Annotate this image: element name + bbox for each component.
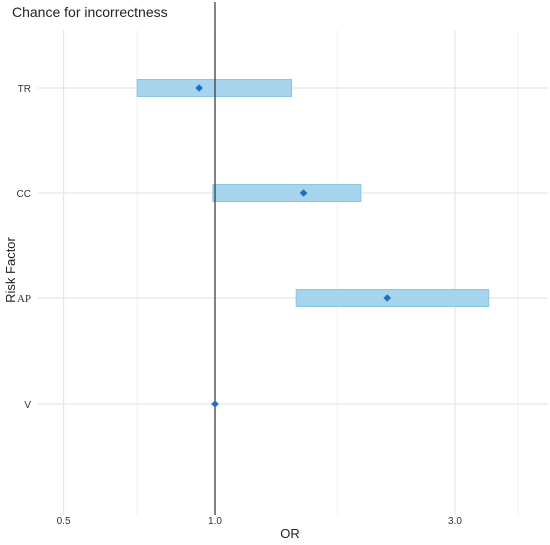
point-estimate-v <box>211 400 219 408</box>
category-labels: TR CC AP V <box>17 84 32 411</box>
point-estimates <box>195 84 392 408</box>
chart-title: Chance for incorrectness <box>12 4 168 20</box>
x-tick-label: 1.0 <box>208 516 222 527</box>
interval-bar-ap <box>295 289 490 307</box>
x-tick-labels: 0.5 1.0 3.0 <box>57 516 463 527</box>
point-estimate-cc <box>299 189 308 197</box>
category-label-tr: TR <box>18 84 31 95</box>
interval-bar-tr <box>136 79 293 97</box>
x-tick-label: 0.5 <box>57 516 71 527</box>
interval-bar-cc <box>212 184 362 202</box>
confidence-intervals <box>136 79 490 307</box>
category-label-ap: AP <box>17 293 31 305</box>
x-tick-label: 3.0 <box>448 516 462 527</box>
x-axis-title: OR <box>280 526 300 541</box>
category-label-cc: CC <box>17 189 31 200</box>
grid-lines <box>38 30 548 515</box>
point-estimate-ap <box>383 294 392 302</box>
point-estimate-tr <box>195 84 203 92</box>
category-label-v: V <box>24 400 31 411</box>
y-axis-title: Risk Factor <box>3 236 18 302</box>
